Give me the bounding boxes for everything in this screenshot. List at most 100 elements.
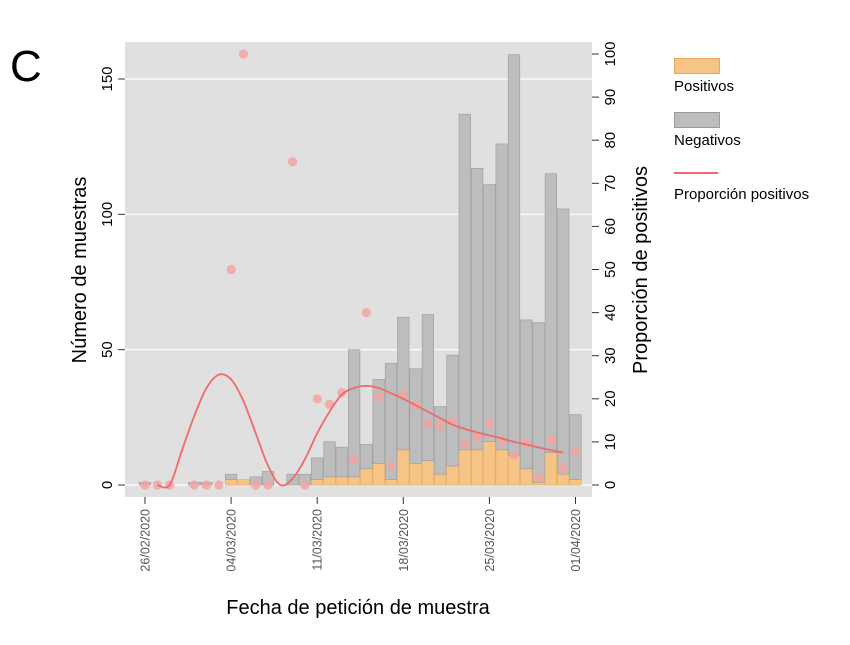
bar-positivos (532, 481, 545, 486)
bar-positivos (237, 479, 250, 486)
bar-positivos (483, 441, 496, 486)
proportion-point (484, 418, 494, 428)
y2-tick-label: 30 (602, 347, 619, 364)
bar-positivos (335, 476, 348, 486)
proportion-point (546, 435, 556, 445)
y-axis-left: 0 50 100 150 (99, 66, 125, 489)
bar-positivos (569, 479, 582, 486)
legend-line-proporcion (674, 172, 718, 174)
proportion-point (460, 439, 470, 449)
bar-negativos (323, 441, 336, 478)
bar-negativos (495, 143, 508, 451)
bar-positivos (434, 473, 447, 486)
y-tick-label: 150 (99, 66, 116, 91)
x-tick-label: 01/04/2020 (569, 509, 583, 572)
bar-positivos (347, 476, 361, 486)
proportion-point (337, 388, 347, 398)
y2-tick-label: 90 (602, 89, 619, 106)
bar-negativos (225, 473, 238, 480)
proportion-point (288, 157, 298, 167)
x-axis: 26/02/2020 04/03/2020 11/03/2020 18/03/2020… (139, 497, 583, 572)
bar-positivos (421, 460, 435, 486)
y2-tick-label: 0 (602, 481, 619, 489)
y2-tick-label: 10 (602, 434, 619, 451)
bar-positivos (458, 449, 471, 486)
bar-negativos (470, 168, 484, 451)
proportion-point (435, 420, 445, 431)
y-axis-title: Número de muestras (69, 177, 91, 364)
proportion-point (374, 392, 384, 402)
legend-swatch-positivos (674, 58, 720, 74)
bar-positivos (557, 473, 570, 486)
bar-negativos (569, 414, 582, 480)
bar-negativos (532, 322, 545, 483)
y2-tick-label: 100 (602, 41, 619, 66)
bar-positivos (225, 479, 238, 486)
bar-negativos (434, 406, 447, 475)
bar-negativos (544, 173, 557, 453)
proportion-point (251, 480, 261, 490)
legend-label-proporcion: Proporción positivos (674, 186, 810, 203)
bar-group (138, 54, 582, 486)
legend-label-negativos: Negativos (674, 132, 741, 149)
bar-negativos (483, 184, 496, 442)
proportion-point (214, 480, 224, 490)
bar-negativos (458, 113, 471, 451)
proportion-point (201, 480, 212, 490)
proportion-point (386, 461, 396, 471)
y-axis-right: 0 10 20 30 40 50 60 70 80 90 100 (592, 41, 619, 489)
bar-positivos (311, 479, 324, 486)
y2-tick-label: 80 (602, 132, 619, 149)
bar-positivos (544, 452, 557, 486)
bar-positivos (397, 449, 410, 486)
bar-positivos (360, 468, 373, 486)
proportion-point (152, 480, 162, 490)
y2-tick-label: 50 (602, 261, 619, 278)
x-tick-label: 26/02/2020 (139, 509, 153, 572)
bar-positivos (384, 479, 398, 486)
proportion-point (509, 450, 519, 460)
x-tick-label: 25/03/2020 (483, 509, 497, 572)
panel-letter: C (10, 42, 42, 91)
proportion-point (226, 264, 236, 275)
proportion-point (312, 394, 322, 404)
bar-negativos (372, 379, 385, 464)
y-tick-label: 0 (99, 481, 116, 489)
x-tick-label: 04/03/2020 (225, 509, 239, 572)
proportion-point (570, 447, 581, 457)
bar-positivos (372, 463, 385, 486)
x-tick-label: 11/03/2020 (311, 509, 325, 571)
proportion-point (472, 432, 482, 442)
bar-negativos (507, 54, 521, 456)
bar-negativos (335, 446, 348, 478)
proportion-point (361, 308, 371, 318)
x-tick-label: 18/03/2020 (397, 509, 411, 572)
bar-negativos (520, 319, 533, 470)
y-tick-label: 100 (99, 202, 116, 227)
bar-negativos (409, 368, 422, 464)
x-axis-title: Fecha de petición de muestra (226, 597, 490, 619)
bar-positivos (520, 468, 533, 486)
proportion-point (263, 480, 273, 490)
y2-axis-title: Proporción de positivos (630, 166, 652, 374)
proportion-point (189, 480, 199, 490)
bar-positivos (495, 449, 508, 486)
proportion-point (558, 463, 568, 473)
bar-negativos (446, 354, 459, 467)
bar-negativos (397, 316, 410, 451)
bar-negativos (360, 444, 373, 470)
y2-tick-label: 60 (602, 218, 619, 235)
bar-negativos (311, 457, 324, 480)
bar-positivos (446, 465, 459, 486)
bar-negativos (347, 349, 361, 478)
bar-positivos (470, 449, 484, 486)
proportion-point (423, 418, 433, 428)
bar-negativos (421, 314, 435, 461)
y-tick-label: 50 (99, 341, 116, 358)
proportion-point (534, 473, 544, 483)
legend-swatch-negativos (674, 112, 720, 128)
legend-label-positivos: Positivos (674, 78, 735, 95)
bar-positivos (409, 463, 422, 486)
bar-positivos (323, 476, 336, 486)
